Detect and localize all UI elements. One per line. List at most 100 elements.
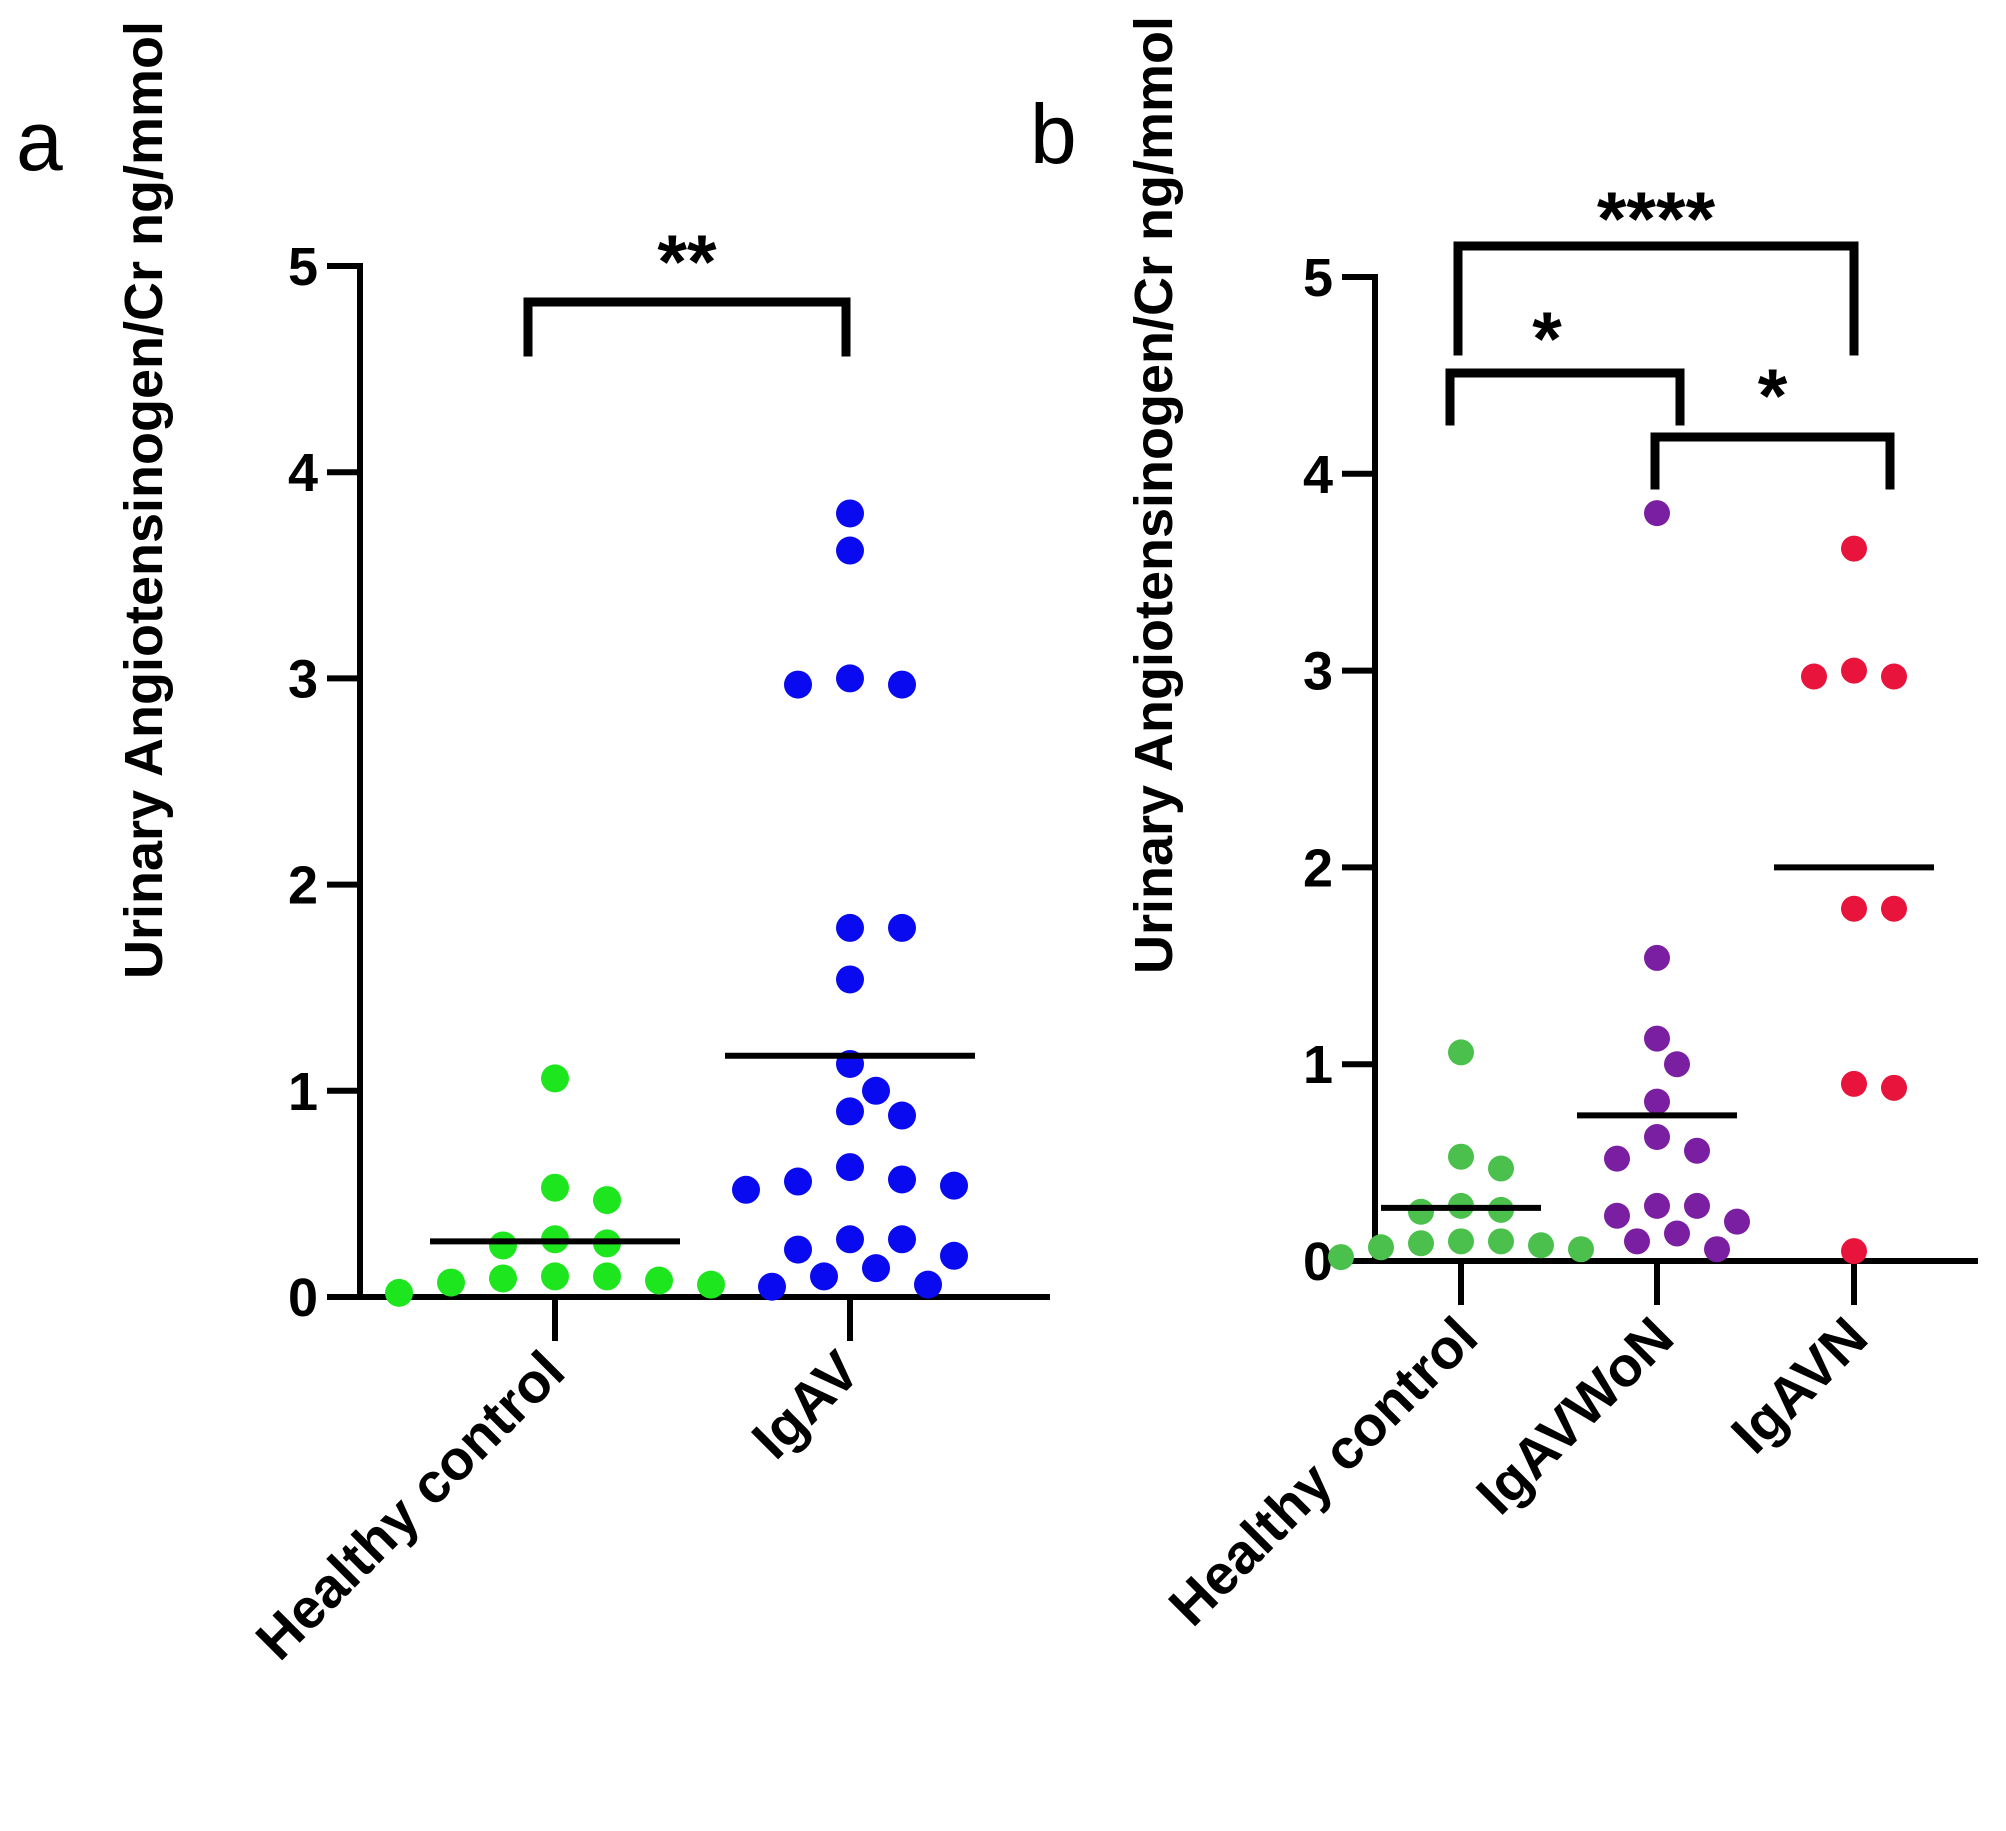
panel-b-point — [1801, 664, 1827, 690]
panel-b-point — [1604, 1146, 1630, 1172]
panel-b-significance-bracket — [1450, 373, 1680, 421]
panel-a: a Urinary Angiotensinogen/Cr ng/mmol 0 1 2… — [16, 21, 1047, 1671]
panel-a-significance-label-1: ** — [657, 220, 717, 305]
panel-b-point — [1528, 1232, 1554, 1258]
panel-a-point — [836, 1153, 864, 1181]
figure: a Urinary Angiotensinogen/Cr ng/mmol 0 1 2… — [0, 0, 2006, 1831]
panel-b-point — [1644, 500, 1670, 526]
panel-a-y-axis-title: Urinary Angiotensinogen/Cr ng/mmol — [114, 21, 174, 979]
panel-a-point — [784, 671, 812, 699]
panel-b-point — [1684, 1193, 1710, 1219]
panel-b-point — [1881, 896, 1907, 922]
panel-b-significance-label-3: * — [1758, 354, 1788, 439]
panel-b-point — [1644, 1089, 1670, 1115]
panel-b-point — [1684, 1138, 1710, 1164]
panel-b-y-tick-label: 0 — [1303, 1232, 1333, 1292]
panel-a-point — [836, 914, 864, 942]
panel-a-point — [489, 1231, 517, 1259]
panel-b-y-ticks: 0 1 2 3 4 5 — [1303, 248, 1375, 1292]
panel-b-point — [1881, 1075, 1907, 1101]
panel-b-point — [1448, 1039, 1474, 1065]
panel-a-point — [888, 1165, 916, 1193]
panel-a-point — [836, 965, 864, 993]
panel-b-point — [1881, 664, 1907, 690]
panel-b-point — [1841, 896, 1867, 922]
panel-b-category-label-2: IgAVWoN — [1464, 1305, 1685, 1526]
panel-b-y-tick-label: 3 — [1303, 642, 1333, 702]
panel-a-point — [940, 1242, 968, 1270]
panel-b-y-tick-label: 5 — [1303, 248, 1333, 308]
panel-b-categories: Healthy control IgAVWoN IgAVN — [1156, 1305, 1879, 1638]
panel-b-y-tick-label: 1 — [1303, 1035, 1333, 1095]
panel-b-point — [1624, 1228, 1650, 1254]
panel-b-significance: **** * * — [1450, 177, 1890, 485]
panel-a-point — [645, 1267, 673, 1295]
panel-a-point — [862, 1254, 890, 1282]
panel-a-point — [437, 1269, 465, 1297]
panel-a-point — [758, 1273, 786, 1301]
panel-a-point — [541, 1064, 569, 1092]
panel-a-point — [593, 1262, 621, 1290]
panel-a-point — [888, 914, 916, 942]
panel-b-point — [1644, 945, 1670, 971]
panel-b-point — [1724, 1209, 1750, 1235]
panel-b-point — [1644, 1124, 1670, 1150]
panel-a-point — [836, 1225, 864, 1253]
panel-b-y-tick-label: 2 — [1303, 838, 1333, 898]
panel-b-point — [1644, 1193, 1670, 1219]
panel-b-point — [1841, 1238, 1867, 1264]
panel-b-point — [1328, 1244, 1354, 1270]
panel-b-point — [1408, 1199, 1434, 1225]
panel-b-point — [1604, 1203, 1630, 1229]
panel-b-point — [1841, 536, 1867, 562]
panel-b-category-label-1: Healthy control — [1156, 1305, 1489, 1638]
panel-a-point — [489, 1264, 517, 1292]
panel-b-y-tick-label: 4 — [1303, 445, 1333, 505]
panel-b-letter: b — [1030, 87, 1077, 181]
panel-b-point — [1368, 1234, 1394, 1260]
panel-a-y-tick-label: 5 — [288, 237, 318, 297]
panel-b-point — [1448, 1228, 1474, 1254]
panel-a-point — [784, 1236, 812, 1264]
panel-b-point — [1644, 1026, 1670, 1052]
panel-b-point — [1568, 1236, 1594, 1262]
panel-a-y-ticks: 0 1 2 3 4 5 — [288, 237, 360, 1328]
panel-a-y-tick-label: 2 — [288, 856, 318, 916]
panel-a-point — [888, 1225, 916, 1253]
panel-b-point — [1488, 1228, 1514, 1254]
panel-b-point — [1664, 1220, 1690, 1246]
panel-a-category-label-2: IgAV — [739, 1339, 871, 1471]
panel-a-point — [836, 499, 864, 527]
panel-b-point — [1408, 1230, 1434, 1256]
panel-a-y-tick-label: 0 — [288, 1268, 318, 1328]
panel-b-points — [1328, 500, 1907, 1270]
panel-a-letter: a — [16, 94, 63, 188]
panel-a-categories: Healthy control IgAV — [243, 1339, 871, 1672]
panel-a-point — [784, 1168, 812, 1196]
panel-a-significance: ** — [528, 220, 846, 352]
panel-b-y-axis-title: Urinary Angiotensinogen/Cr ng/mmol — [1124, 16, 1184, 974]
panel-a-point — [836, 537, 864, 565]
panel-a-point — [732, 1176, 760, 1204]
panel-b-point — [1841, 1071, 1867, 1097]
panel-b-category-label-3: IgAVN — [1719, 1305, 1879, 1465]
panel-b-point — [1488, 1156, 1514, 1182]
panel-a-point — [888, 671, 916, 699]
panel-b-significance-bracket — [1655, 437, 1890, 485]
panel-a-point — [541, 1174, 569, 1202]
panel-a-point — [385, 1279, 413, 1307]
panel-b-point — [1448, 1144, 1474, 1170]
panel-a-point — [836, 1097, 864, 1125]
panel-a-point — [593, 1186, 621, 1214]
panel-b-point — [1841, 658, 1867, 684]
panel-a-point — [810, 1262, 838, 1290]
panel-b-point — [1704, 1236, 1730, 1262]
panel-a-point — [940, 1172, 968, 1200]
panel-a-point — [888, 1102, 916, 1130]
panel-a-point — [862, 1077, 890, 1105]
panel-a-point — [697, 1271, 725, 1299]
panel-b: b Urinary Angiotensinogen/Cr ng/mmol 0 1 2… — [1030, 16, 1975, 1637]
panel-a-points — [385, 499, 968, 1306]
panel-a-y-tick-label: 4 — [288, 443, 318, 503]
panel-a-category-label-1: Healthy control — [243, 1339, 576, 1672]
